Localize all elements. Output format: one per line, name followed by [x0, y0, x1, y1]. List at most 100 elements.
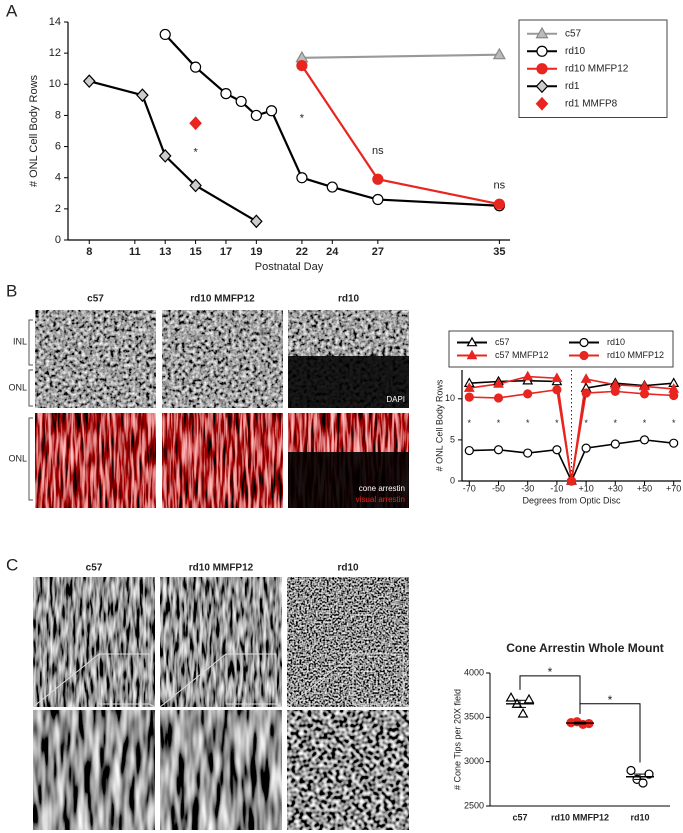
- marker: [250, 214, 263, 229]
- zoom-image-texture: [33, 710, 155, 830]
- x-tick-label: 35: [493, 246, 505, 258]
- x-tick-label: +10: [578, 483, 593, 493]
- y-tick-label: 5: [450, 434, 455, 444]
- y-tick-label: 0: [450, 475, 455, 485]
- x-tick-label: -70: [463, 483, 476, 493]
- marker: [372, 193, 384, 206]
- column-header: rd10: [338, 294, 360, 305]
- significance-label: *: [548, 665, 553, 679]
- marker: [493, 198, 505, 210]
- x-tick-label: +70: [666, 483, 681, 493]
- marker: [580, 373, 592, 383]
- marker: [464, 445, 474, 456]
- x-tick-label: -50: [492, 483, 505, 493]
- whole-mount-image-texture: [287, 577, 409, 707]
- zoom-image-texture: [160, 710, 282, 830]
- panel-label: A: [6, 1, 18, 20]
- marker: [220, 88, 232, 100]
- marker: [493, 445, 504, 455]
- zoom-image-texture: [287, 710, 409, 830]
- marker: [136, 88, 149, 103]
- marker: [536, 63, 548, 75]
- marker: [493, 393, 504, 403]
- marker: [505, 692, 517, 702]
- significance-bracket: [519, 675, 581, 714]
- marker: [522, 370, 534, 381]
- marker: [464, 392, 474, 402]
- legend-box: [448, 330, 674, 368]
- layer-bracket: [28, 319, 33, 366]
- marker: [638, 778, 648, 788]
- zoom-box: [225, 653, 277, 705]
- column-header: c57: [87, 294, 104, 305]
- marker: [669, 438, 679, 448]
- marker: [296, 59, 308, 72]
- column-header: rd10: [337, 563, 359, 574]
- y-tick-label: 2500: [464, 800, 484, 810]
- stain-label: DAPI: [386, 395, 405, 404]
- marker: [466, 349, 478, 360]
- marker: [523, 448, 533, 458]
- x-tick-label: 8: [86, 246, 92, 258]
- marker: [551, 372, 563, 383]
- marker: [552, 445, 562, 455]
- significance-label: *: [608, 693, 613, 707]
- annotation: *: [672, 418, 676, 428]
- marker: [581, 443, 591, 453]
- zoom-box: [98, 653, 150, 705]
- legend-label: rd1: [565, 81, 580, 92]
- marker: [466, 336, 478, 347]
- y-tick-label: 0: [55, 234, 61, 246]
- zoom-connector: [32, 653, 100, 708]
- annotation: ns: [372, 145, 384, 157]
- y-tick-label: 4: [55, 172, 61, 184]
- layer-bracket: [28, 369, 33, 407]
- arrestin-image-texture: [35, 413, 156, 508]
- marker: [566, 476, 577, 486]
- annotation: *: [584, 418, 588, 428]
- annotation: *: [526, 418, 530, 428]
- y-axis-title: # ONL Cell Body Rows: [28, 74, 40, 187]
- x-tick-label: 13: [159, 246, 171, 258]
- marker: [493, 378, 504, 388]
- panel-label: C: [6, 555, 18, 574]
- column-header: rd10 MMFP12: [190, 294, 255, 305]
- column-header: c57: [86, 563, 103, 574]
- annotation: *: [643, 418, 647, 428]
- stain-label: cone arrestin: [359, 484, 405, 493]
- x-axis-title: Postnatal Day: [255, 261, 324, 273]
- dark-region: [288, 356, 409, 408]
- marker: [235, 95, 247, 108]
- x-tick-label: rd10: [630, 812, 649, 822]
- y-tick-label: 6: [55, 140, 61, 152]
- y-tick-label: 10: [445, 393, 455, 403]
- y-tick-label: 3500: [464, 712, 484, 722]
- layer-bracket: [28, 417, 33, 501]
- y-tick-label: 14: [49, 16, 61, 28]
- marker: [523, 389, 533, 399]
- y-axis-title: # ONL Cell Body Rows: [434, 379, 444, 471]
- marker: [523, 693, 535, 704]
- dark-region: [288, 452, 409, 508]
- marker: [265, 105, 278, 117]
- x-tick-label: -10: [550, 483, 563, 493]
- marker: [189, 61, 202, 73]
- x-axis-title: Degrees from Optic Disc: [522, 495, 621, 505]
- x-tick-label: 24: [326, 246, 339, 258]
- marker: [463, 382, 475, 392]
- marker: [326, 181, 338, 193]
- series-line: [301, 53, 500, 59]
- arrestin-image-texture: [162, 413, 283, 508]
- zoom-connector: [402, 703, 410, 708]
- zoom-connector: [159, 653, 227, 708]
- marker: [639, 435, 650, 445]
- dapi-image-texture: [35, 310, 156, 408]
- marker: [535, 96, 549, 111]
- y-tick-label: 4000: [464, 667, 484, 677]
- marker: [579, 350, 589, 361]
- dapi-image-texture: [162, 310, 283, 408]
- zoom-connector: [286, 653, 354, 708]
- marker: [669, 390, 679, 401]
